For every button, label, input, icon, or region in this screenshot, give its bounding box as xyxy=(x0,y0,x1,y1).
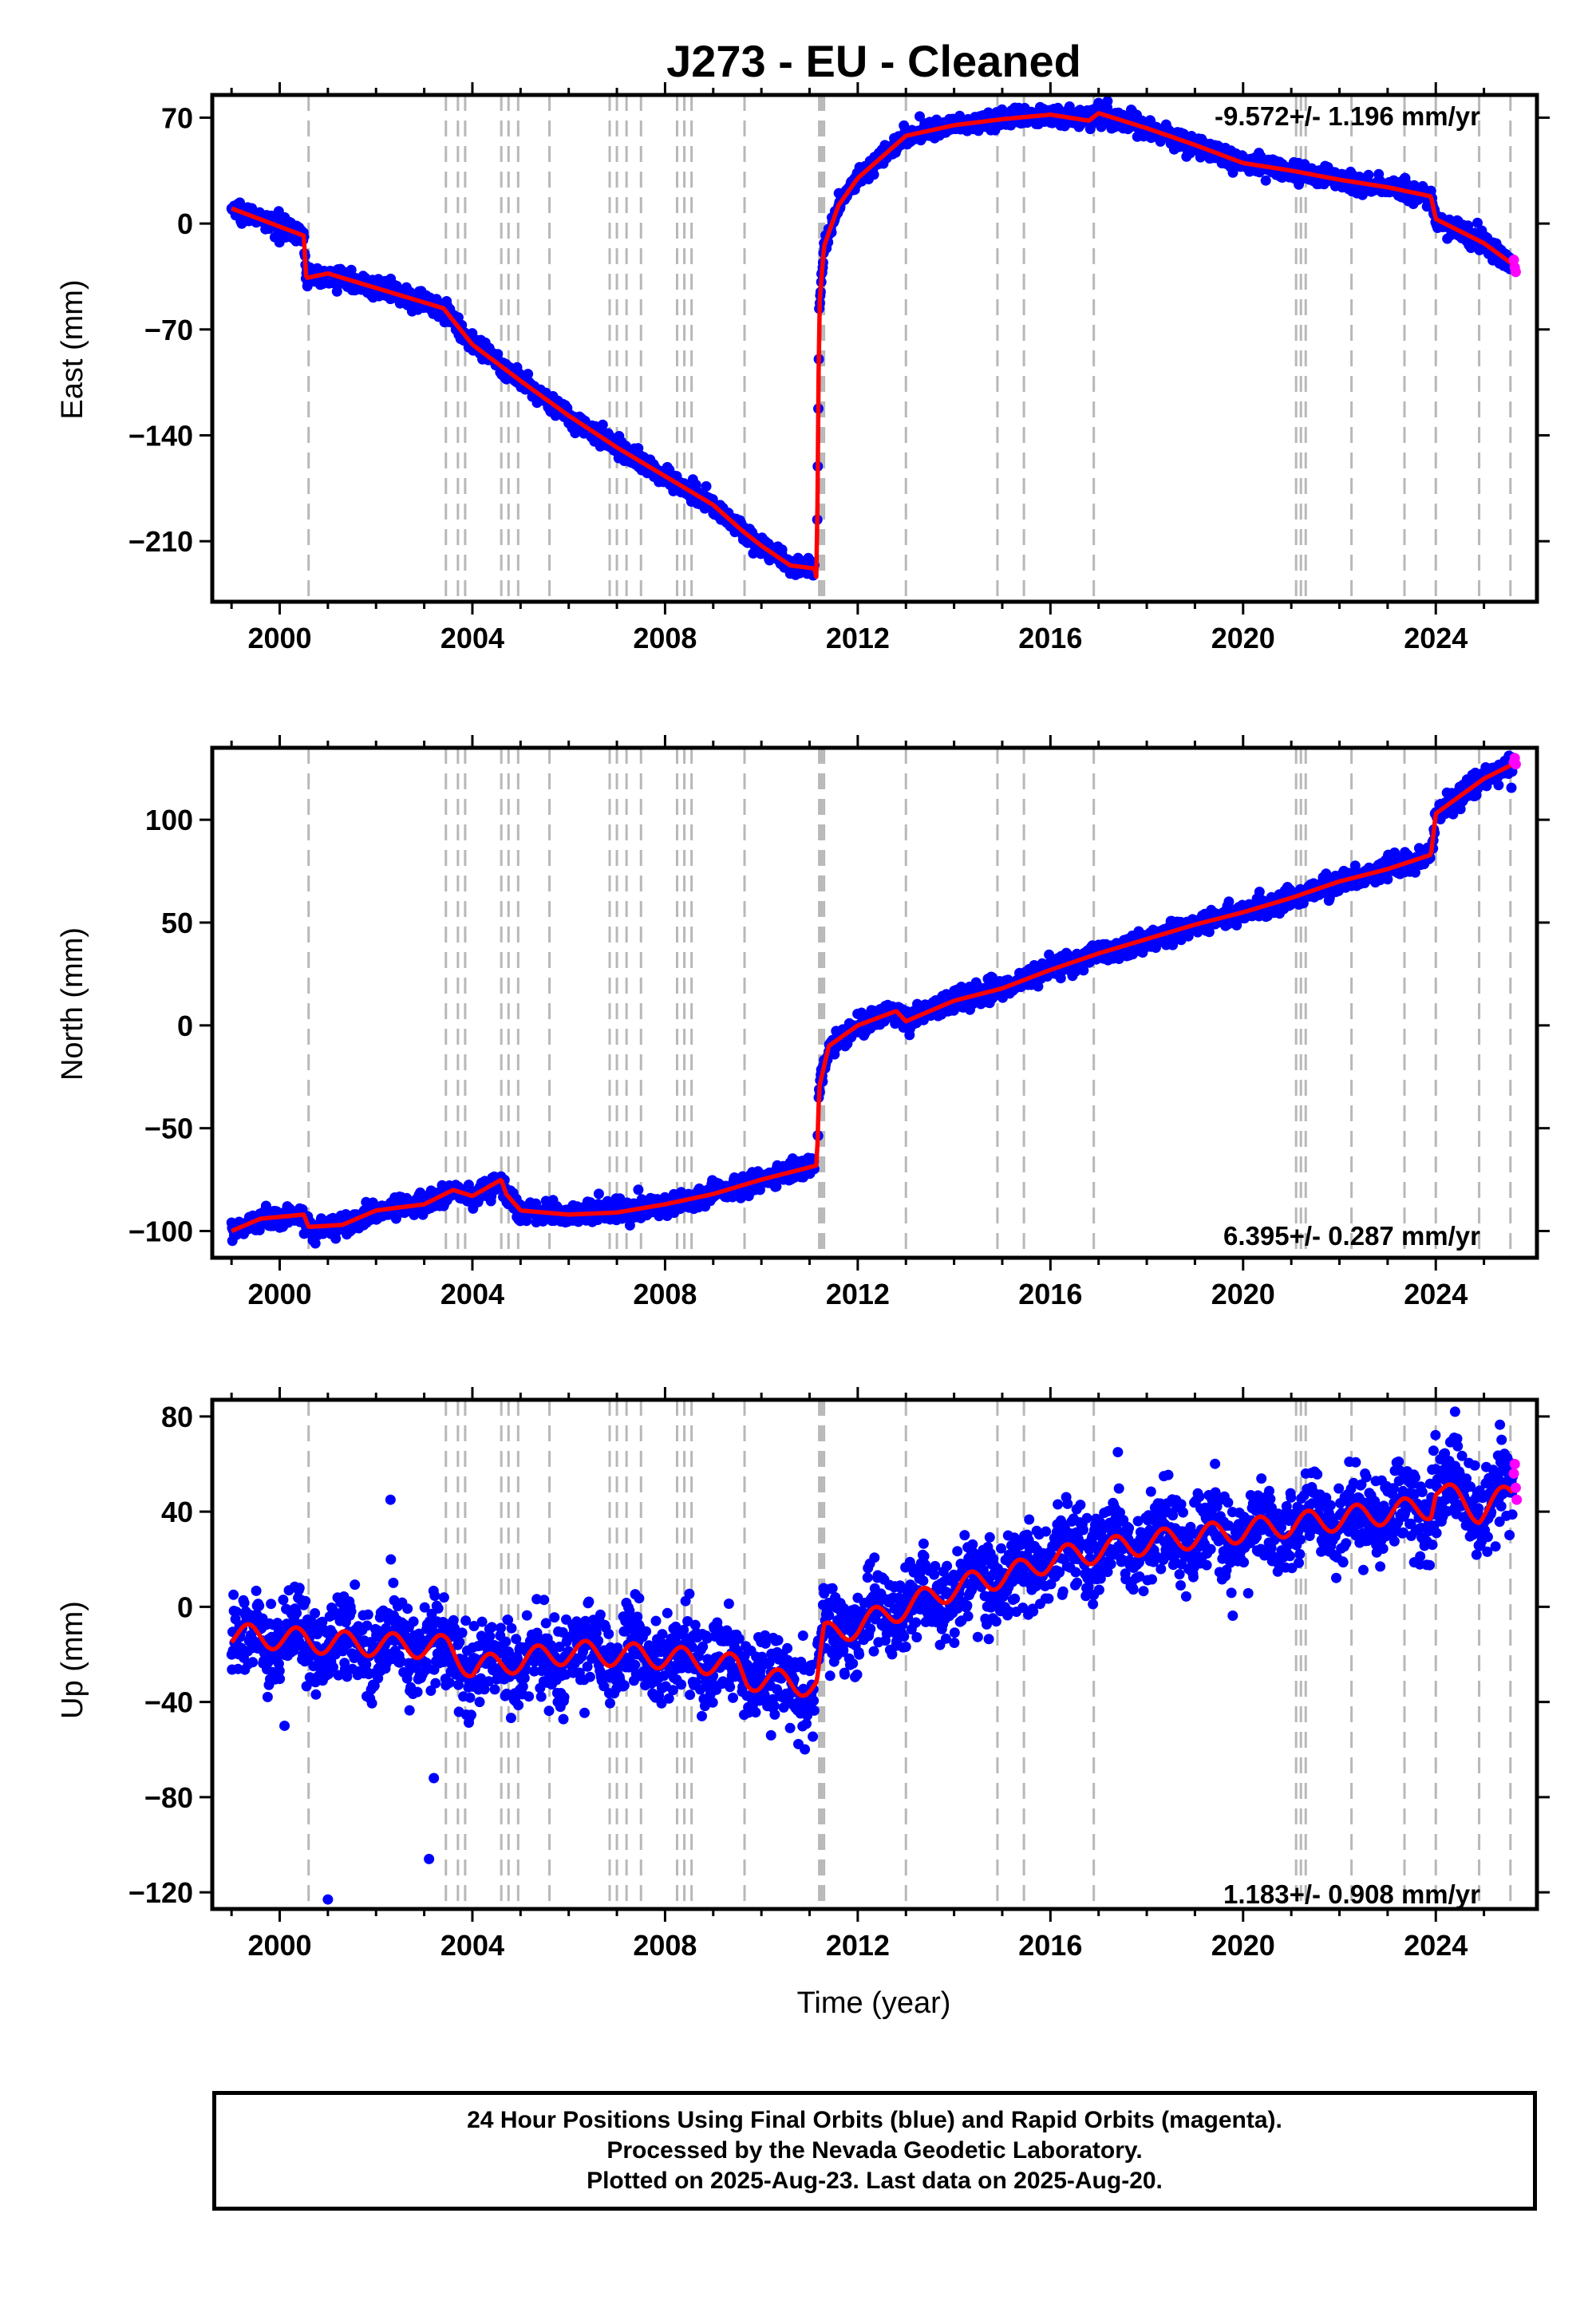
east-panel: 70 0 −70 −140 −210 2000 2004 2008 2012 2016 2020 2… xyxy=(56,82,1550,654)
east-data-point xyxy=(523,369,534,380)
east-rapid-point xyxy=(1510,267,1521,278)
east-y-tick-label: −70 xyxy=(144,314,193,346)
north-data-point xyxy=(593,1188,604,1199)
east-y-tick-label: −140 xyxy=(128,419,193,452)
north-data-point xyxy=(633,1184,644,1196)
east-x-tick-label: 2008 xyxy=(633,622,697,654)
east-rate-label: -9.572+/- 1.196 mm/yr xyxy=(1215,101,1480,131)
north-daily-positions xyxy=(226,750,1519,1249)
east-data-point xyxy=(235,197,245,208)
east-data-point xyxy=(1260,175,1271,186)
east-data-point xyxy=(597,419,608,430)
east-x-tick-label: 2024 xyxy=(1404,622,1468,654)
east-data-point xyxy=(331,286,342,297)
east-x-tick-label: 2012 xyxy=(826,622,890,654)
east-y-axis-label: East (mm) xyxy=(56,279,89,419)
chart-title: J273 - EU - Cleaned xyxy=(666,36,1081,86)
east-data-point xyxy=(701,480,712,492)
east-data-point xyxy=(346,264,357,275)
east-data-point xyxy=(868,169,879,180)
east-data-point xyxy=(1102,96,1113,107)
east-data-point xyxy=(452,312,464,323)
east-x-tick-label: 2004 xyxy=(440,622,504,654)
east-y-tick-label: 70 xyxy=(161,101,193,134)
east-x-tick-label: 2000 xyxy=(247,622,311,654)
east-x-tick-label: 2016 xyxy=(1018,622,1082,654)
east-x-tick-label: 2020 xyxy=(1211,622,1275,654)
east-y-tick-label: 0 xyxy=(177,207,193,240)
east-data-point xyxy=(1363,169,1374,180)
east-daily-positions xyxy=(226,96,1519,581)
east-y-tick-label: −210 xyxy=(128,525,193,558)
